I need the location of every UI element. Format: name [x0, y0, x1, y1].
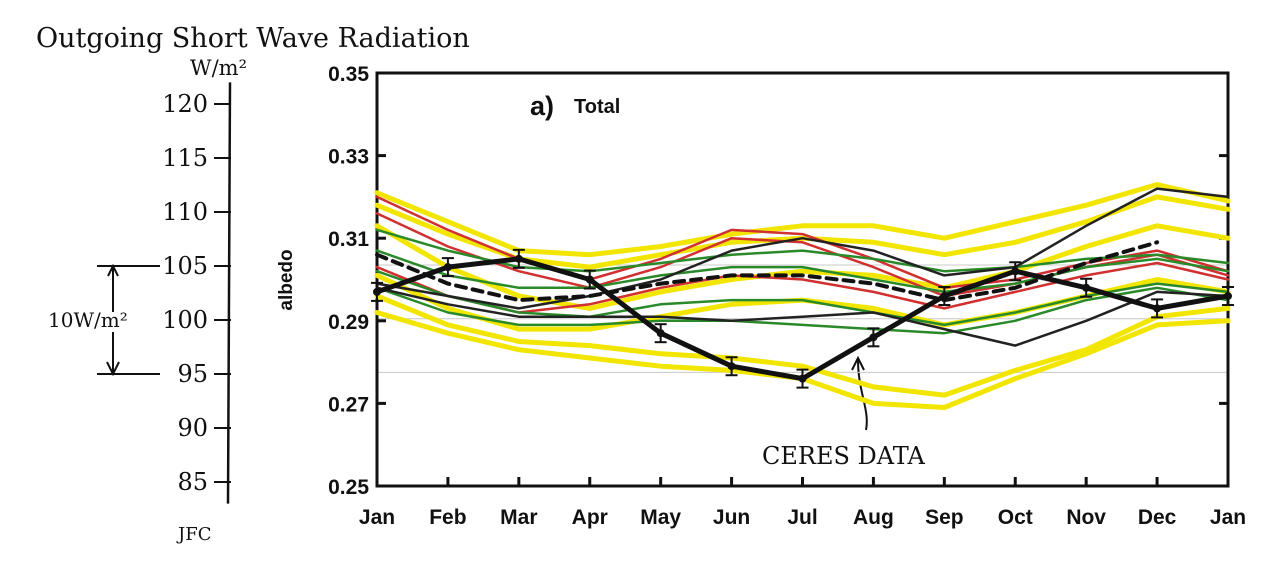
handwritten-title: Outgoing Short Wave Radiation	[36, 23, 470, 54]
y-tick-label: 0.33	[328, 146, 369, 169]
model-series-line	[375, 286, 1230, 335]
model-series-line	[374, 194, 1231, 270]
flux-tick-label: 110	[162, 198, 208, 226]
model-series-line	[375, 249, 1230, 294]
y-tick-label: 0.25	[328, 476, 369, 499]
ceres-data-point	[371, 281, 383, 302]
ceres-data-point	[512, 248, 525, 269]
x-tick-label: Sep	[925, 506, 964, 529]
y-axis-label: albedo	[276, 249, 297, 310]
model-series-line	[374, 223, 1231, 311]
scale-bracket	[97, 263, 160, 377]
model-series-line	[375, 286, 1230, 347]
ceres-data-point	[1222, 286, 1234, 307]
x-tick-label: May	[640, 506, 681, 529]
flux-tick-label: 85	[177, 468, 208, 496]
flux-tick-label: 90	[177, 414, 208, 442]
model-series-line	[374, 272, 1231, 332]
x-tick-label: Oct	[998, 506, 1033, 529]
panel-label: a)	[530, 91, 554, 121]
flux-axis: 120 115 110 105 100 95 90 85	[162, 82, 232, 504]
ceres-data-label: CERES DATA	[762, 442, 926, 470]
model-series-line	[375, 187, 1230, 310]
ceres-data-point	[441, 257, 454, 278]
ceres-data-point	[1151, 298, 1164, 319]
x-tick-label: Nov	[1066, 506, 1106, 529]
y-tick-label: 0.29	[328, 311, 369, 334]
ceres-arrow	[851, 355, 868, 431]
handwritten-unit: W/m²	[190, 56, 247, 80]
albedo-plot: 0.35 0.33 0.31 0.29 0.27 0.25 Jan Feb Mar Apr May J…	[276, 63, 1246, 529]
model-series-line	[374, 293, 1231, 398]
x-tick-label: Mar	[500, 506, 537, 529]
flux-tick-label: 100	[162, 306, 208, 334]
flux-axis-line	[226, 82, 232, 504]
x-tick-label: Dec	[1138, 506, 1177, 529]
ceres-data-point	[654, 323, 667, 344]
x-tick-label: Jun	[713, 506, 750, 529]
flux-tick-label: 95	[177, 360, 208, 388]
dashed-series-line	[375, 240, 1160, 303]
x-tick-label: Aug	[853, 506, 894, 529]
ceres-data-point	[725, 356, 738, 377]
chart-title: Total	[574, 96, 620, 118]
x-tick-label: Jan	[359, 506, 395, 529]
scale-bracket-label: 10W/m²	[48, 308, 128, 332]
x-tick-label: Apr	[572, 506, 608, 529]
x-tick-label: Jan	[1210, 506, 1246, 529]
ceres-data-point	[867, 327, 880, 348]
ceres-data-point	[796, 368, 809, 389]
flux-tick-label: 115	[162, 144, 208, 172]
flux-tick-label: 105	[162, 252, 208, 280]
ceres-data-point	[938, 286, 951, 307]
flux-tick-label: 120	[162, 90, 208, 118]
initials: JFC	[176, 524, 211, 545]
x-tick-label: Feb	[429, 506, 466, 529]
ceres-data-point	[1080, 277, 1093, 298]
ceres-data-point	[1009, 261, 1022, 282]
ceres-data-point	[583, 269, 596, 290]
y-tick-label: 0.31	[328, 228, 369, 251]
y-tick-label: 0.27	[328, 393, 369, 416]
y-tick-label: 0.35	[328, 63, 369, 86]
x-tick-label: Jul	[787, 506, 817, 529]
